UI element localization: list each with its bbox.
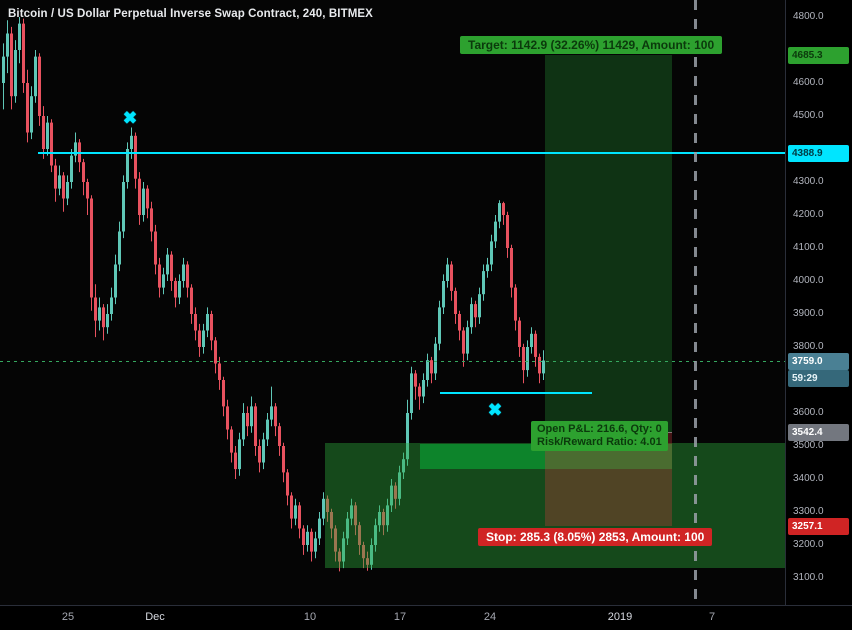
candlestick-series (2, 17, 545, 572)
price-axis-value: 4300.0 (793, 176, 824, 187)
price-badge-target: 4685.3 (788, 46, 849, 64)
time-axis-value: 25 (61, 611, 75, 623)
price-badge-last: 3759.0 (788, 352, 849, 370)
price-badge-stop: 3257.1 (788, 518, 849, 536)
price-axis-value: 4600.0 (793, 77, 824, 88)
price-axis-value: 4800.0 (793, 11, 824, 22)
price-badge-entry: 3542.4 (788, 424, 849, 441)
time-axis-value: 10 (303, 611, 317, 623)
price-axis-value: 3500.0 (793, 440, 824, 451)
symbol-title[interactable]: Bitcoin / US Dollar Perpetual Inverse Sw… (8, 8, 373, 20)
vertical-dashed-line[interactable] (694, 0, 697, 605)
stop-label[interactable]: Stop: 285.3 (8.05%) 2853, Amount: 100 (478, 528, 713, 546)
last-price-line (0, 360, 785, 362)
time-axis-value: 7 (708, 611, 716, 623)
time-axis-value: Dec (145, 611, 165, 623)
price-axis-value: 3800.0 (793, 341, 824, 352)
time-axis-value: 17 (393, 611, 407, 623)
price-axis-value: 3400.0 (793, 473, 824, 484)
time-axis-value: 2019 (607, 611, 633, 623)
time-axis-value: 24 (483, 611, 497, 623)
price-axis[interactable]: 4800.0 4600.0 4500.0 4300.0 4200.0 4100.0 4000… (785, 0, 852, 605)
open-pnl-text: Open P&L: 216.6, Qty: 0 (537, 423, 662, 435)
x-marker[interactable]: ✖ (487, 400, 503, 420)
time-axis[interactable]: 25 Dec 10 17 24 2019 7 (0, 605, 852, 630)
target-label[interactable]: Target: 1142.9 (32.26%) 11429, Amount: 1… (460, 36, 723, 54)
price-badge-countdown: 59:29 (788, 369, 849, 387)
price-axis-value: 3200.0 (793, 539, 824, 550)
chart-area[interactable]: ✖ ✖ Target: 1142.9 (32.26%) 11429, Amount… (0, 0, 785, 605)
price-axis-value: 3300.0 (793, 506, 824, 517)
price-axis-value: 4200.0 (793, 209, 824, 220)
open-pnl-label[interactable]: Open P&L: 216.6, Qty: 0 Risk/Reward Rati… (531, 421, 668, 451)
support-zone-rectangle[interactable] (325, 443, 785, 568)
risk-reward-text: Risk/Reward Ratio: 4.01 (537, 436, 662, 448)
x-marker[interactable]: ✖ (122, 108, 138, 128)
price-axis-value: 4500.0 (793, 110, 824, 121)
price-axis-value: 3600.0 (793, 407, 824, 418)
price-axis-value: 4000.0 (793, 275, 824, 286)
price-axis-value: 3900.0 (793, 308, 824, 319)
position-profit-zone[interactable] (545, 54, 672, 432)
horizontal-level-line-short[interactable] (440, 391, 592, 394)
price-axis-value: 4100.0 (793, 242, 824, 253)
price-axis-value: 3100.0 (793, 572, 824, 583)
price-badge-drawing: 4388.9 (788, 144, 849, 162)
horizontal-level-line[interactable] (38, 151, 785, 154)
